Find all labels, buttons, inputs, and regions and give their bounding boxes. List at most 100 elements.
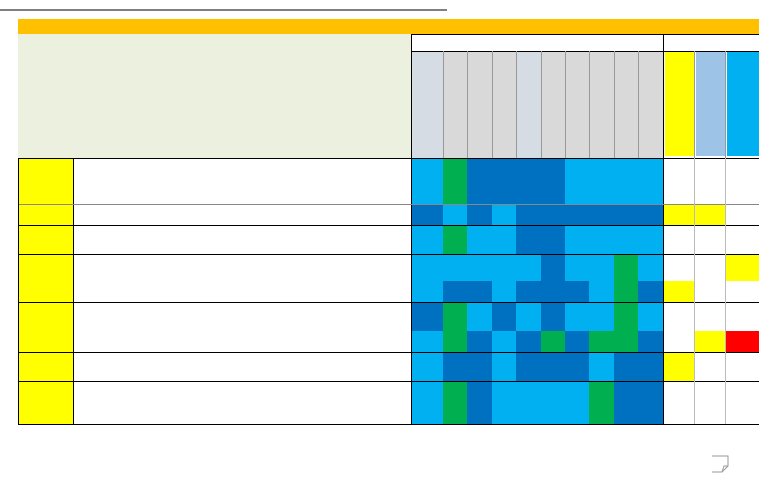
matrix-cell (467, 331, 492, 352)
matrix-cell (541, 302, 565, 331)
matrix-cell (694, 158, 725, 204)
matrix-cell (443, 302, 467, 331)
matrix-cell (589, 381, 614, 424)
matrix-cell (467, 158, 492, 204)
matrix-cell (411, 204, 443, 225)
matrix-cell (565, 381, 589, 424)
matrix-cell (589, 225, 614, 254)
matrix-cell (663, 302, 694, 331)
page-corner-icon (712, 455, 729, 473)
matrix-cell (492, 254, 516, 281)
matrix-cell (694, 254, 725, 281)
column-header (516, 51, 541, 158)
matrix-cell (541, 331, 565, 352)
matrix-cell (467, 352, 492, 381)
matrix-cell (411, 158, 443, 204)
column-header (589, 51, 614, 158)
matrix-cell (589, 204, 614, 225)
matrix-cell (589, 254, 614, 281)
matrix-cell (467, 204, 492, 225)
matrix-cell (541, 225, 565, 254)
page-corner-fold (721, 465, 728, 473)
matrix-cell (467, 281, 492, 302)
matrix-cell (614, 254, 638, 281)
matrix-cell (725, 225, 759, 254)
matrix-cell (411, 381, 443, 424)
matrix-cell (565, 254, 589, 281)
matrix-cell (467, 302, 492, 331)
matrix-cell (614, 158, 638, 204)
matrix-cell (638, 254, 663, 281)
matrix-cell (638, 302, 663, 331)
matrix-cell (467, 225, 492, 254)
matrix-cell (725, 281, 759, 302)
matrix-cell (443, 331, 467, 352)
column-header (665, 51, 694, 156)
matrix-cell (694, 381, 725, 424)
matrix-cell (638, 204, 663, 225)
matrix-cell (694, 352, 725, 381)
matrix-cell (614, 352, 638, 381)
matrix-cell (541, 281, 565, 302)
matrix-cell (565, 352, 589, 381)
matrix-cell (694, 331, 725, 352)
matrix-cell (411, 302, 443, 331)
column-header (696, 51, 725, 156)
matrix-cell (725, 302, 759, 331)
matrix-cell (541, 352, 565, 381)
matrix-cell (663, 331, 694, 352)
matrix-cell (492, 281, 516, 302)
matrix-cell (443, 281, 467, 302)
matrix-cell (541, 381, 565, 424)
matrix-cell (565, 204, 589, 225)
matrix-cell (492, 158, 516, 204)
matrix-cell (589, 352, 614, 381)
grid-lines (18, 34, 759, 425)
matrix-cell (411, 331, 443, 352)
matrix-cell (516, 225, 541, 254)
matrix-cell (589, 302, 614, 331)
title-area (18, 34, 411, 158)
matrix-cell (443, 352, 467, 381)
matrix-cell (565, 331, 589, 352)
matrix-cell (516, 158, 541, 204)
matrix-cell (443, 225, 467, 254)
matrix-cell (638, 225, 663, 254)
matrix-cell (614, 302, 638, 331)
column-header (443, 51, 467, 158)
column-header (565, 51, 589, 158)
matrix-cell (411, 352, 443, 381)
matrix-cell (541, 158, 565, 204)
matrix-cell (411, 281, 443, 302)
matrix-cell (663, 158, 694, 204)
matrix-cell (638, 281, 663, 302)
column-header (614, 51, 638, 158)
matrix-cell (638, 381, 663, 424)
matrix-cell (663, 352, 694, 381)
matrix-cell (492, 331, 516, 352)
matrix-cell (614, 281, 638, 302)
matrix-cell (516, 302, 541, 331)
matrix-cell (541, 254, 565, 281)
matrix-cell (614, 204, 638, 225)
matrix-cell (492, 302, 516, 331)
matrix-cell (663, 254, 694, 281)
matrix-cell (725, 381, 759, 424)
column-header (467, 51, 492, 158)
matrix-cell (443, 381, 467, 424)
matrix-cell (638, 158, 663, 204)
matrix-cell (492, 204, 516, 225)
cells (18, 19, 759, 424)
matrix-cell (725, 204, 759, 225)
matrix-cell (694, 302, 725, 331)
matrix-cell (467, 381, 492, 424)
matrix-cell (411, 254, 443, 281)
column-header (638, 51, 663, 158)
matrix-cell (663, 225, 694, 254)
matrix-cell (516, 204, 541, 225)
matrix-cell (694, 204, 725, 225)
column-header (541, 51, 565, 158)
matrix-cell (589, 281, 614, 302)
matrix-cell (516, 331, 541, 352)
